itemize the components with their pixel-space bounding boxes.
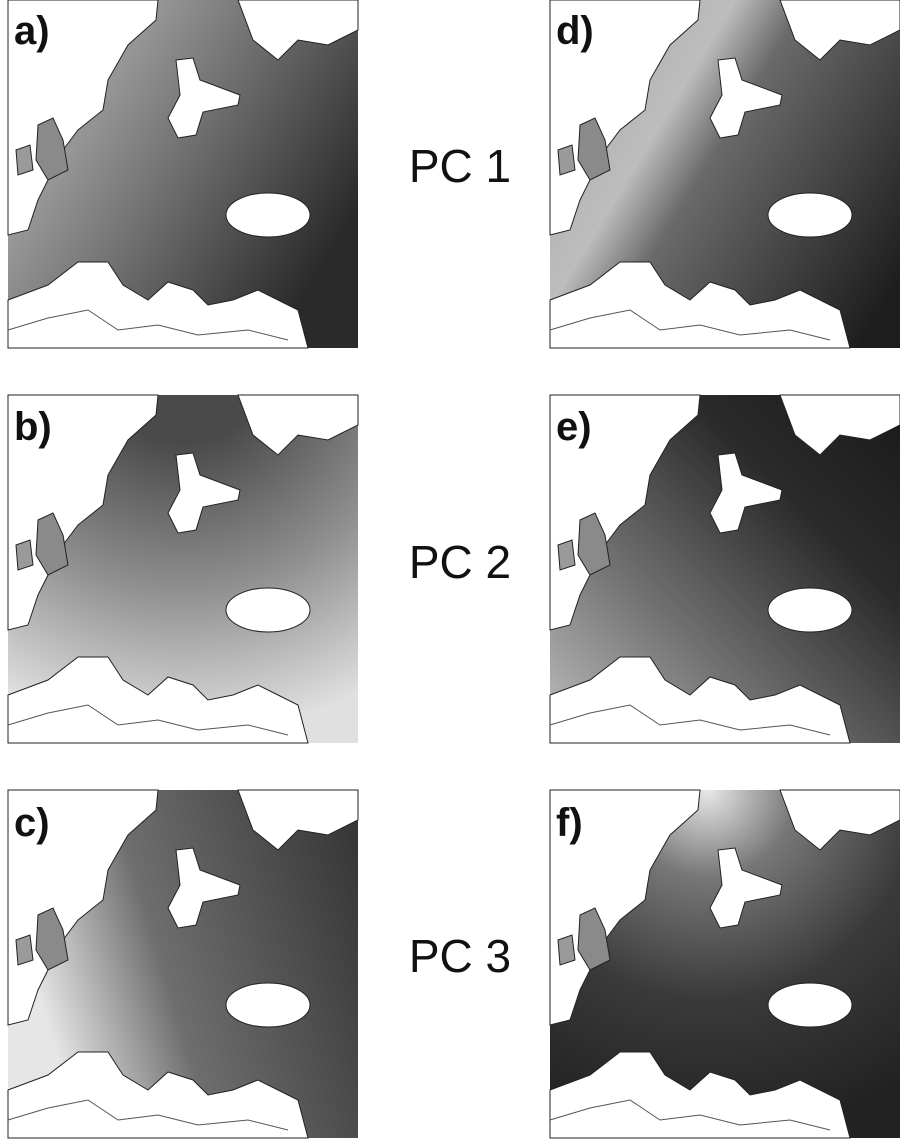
panel-label: a) — [14, 9, 50, 53]
ireland — [15, 934, 34, 966]
sea-north — [779, 0, 900, 61]
map-panel — [7, 0, 359, 349]
sea-baltic — [167, 57, 241, 139]
panel-label: f) — [556, 801, 583, 845]
british-isles — [577, 512, 611, 576]
sea-black — [225, 192, 311, 238]
sea-mediterranean — [549, 261, 851, 349]
sea-black — [767, 192, 853, 238]
panel-label: c) — [14, 801, 50, 845]
sea-north — [237, 789, 359, 851]
sea-baltic — [709, 57, 783, 139]
ireland — [15, 539, 34, 571]
africa-coast — [549, 309, 831, 341]
sea-mediterranean — [549, 656, 851, 744]
pc-label: PC 3 — [409, 930, 511, 982]
ireland — [557, 934, 576, 966]
ireland — [15, 144, 34, 176]
sea-north — [237, 394, 359, 456]
sea-mediterranean — [549, 1051, 851, 1139]
sea-black — [767, 982, 853, 1028]
ireland — [557, 539, 576, 571]
sea-baltic — [709, 452, 783, 534]
sea-north — [779, 789, 900, 851]
sea-mediterranean — [7, 656, 309, 744]
africa-coast — [549, 1099, 831, 1131]
africa-coast — [7, 1099, 289, 1131]
british-isles — [35, 512, 69, 576]
sea-baltic — [167, 452, 241, 534]
panel-label: d) — [556, 9, 594, 53]
pc-label: PC 2 — [409, 536, 511, 588]
map-panel — [549, 0, 900, 349]
sea-baltic — [709, 847, 783, 929]
sea-mediterranean — [7, 261, 309, 349]
british-isles — [35, 907, 69, 971]
sea-north — [237, 0, 359, 61]
panel-label: b) — [14, 405, 52, 449]
british-isles — [35, 117, 69, 181]
map-panel — [7, 394, 359, 744]
pc-label: PC 1 — [409, 140, 511, 192]
africa-coast — [7, 309, 289, 341]
panel-label: e) — [556, 405, 592, 449]
map-panel — [549, 789, 900, 1139]
british-isles — [577, 907, 611, 971]
sea-mediterranean — [7, 1051, 309, 1139]
map-panel — [549, 394, 900, 744]
sea-black — [767, 587, 853, 633]
ireland — [557, 144, 576, 176]
sea-black — [225, 982, 311, 1028]
sea-north — [779, 394, 900, 456]
british-isles — [577, 117, 611, 181]
sea-black — [225, 587, 311, 633]
map-panel — [7, 789, 359, 1139]
africa-coast — [7, 704, 289, 736]
sea-baltic — [167, 847, 241, 929]
africa-coast — [549, 704, 831, 736]
